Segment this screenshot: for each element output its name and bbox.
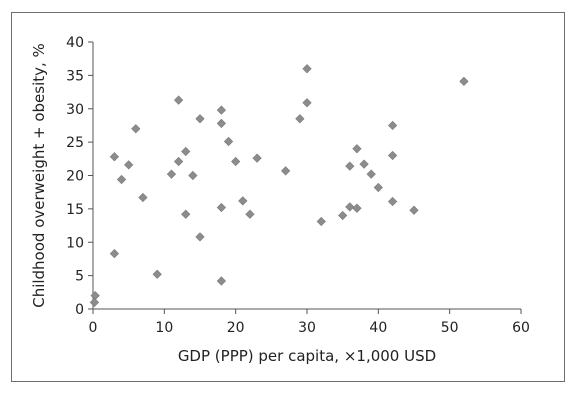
y-tick-label: 0 xyxy=(75,302,84,318)
data-point xyxy=(302,64,312,74)
data-point xyxy=(252,153,262,163)
tick-labels: 0 5 10 15 20 25 30 35 40 0 10 20 30 40 50 60 xyxy=(66,35,530,336)
x-axis-title: GDP (PPP) per capita, ×1,000 USD xyxy=(178,347,436,365)
axes xyxy=(88,41,522,314)
data-point xyxy=(409,205,419,215)
data-point xyxy=(173,95,184,105)
x-tick-label: 40 xyxy=(369,320,387,336)
data-point xyxy=(131,124,141,134)
data-point xyxy=(245,209,255,219)
data-point xyxy=(352,144,362,154)
data-point xyxy=(216,276,227,286)
data-point xyxy=(181,146,191,157)
data-point xyxy=(173,156,184,167)
data-point xyxy=(89,297,100,307)
data-point xyxy=(181,209,191,219)
data-point xyxy=(280,166,291,176)
y-tick-label: 20 xyxy=(66,169,84,185)
data-point xyxy=(238,196,248,206)
data-point xyxy=(373,182,383,193)
chart-frame xyxy=(11,12,565,382)
x-tick-label: 0 xyxy=(89,320,98,336)
y-tick-label: 30 xyxy=(66,102,84,118)
y-tick-label: 5 xyxy=(75,269,84,285)
y-tick-label: 35 xyxy=(66,68,84,84)
data-point xyxy=(387,120,398,131)
data-point xyxy=(295,114,305,124)
y-tick-label: 10 xyxy=(66,235,84,251)
data-point xyxy=(166,169,177,179)
data-point xyxy=(138,192,148,203)
data-point xyxy=(124,160,134,170)
data-point xyxy=(359,159,369,169)
data-point xyxy=(352,203,362,213)
y-tick-label: 40 xyxy=(66,35,84,51)
data-point xyxy=(216,202,227,213)
data-point xyxy=(152,269,162,279)
y-tick-label: 25 xyxy=(66,135,84,151)
data-points xyxy=(89,64,469,307)
y-axis-title: Childhood overweight + obesity, % xyxy=(30,43,48,308)
data-point xyxy=(302,98,312,108)
y-tick-label: 15 xyxy=(66,202,84,218)
data-point xyxy=(216,118,227,129)
data-point xyxy=(366,169,376,179)
data-point xyxy=(188,170,198,181)
data-point xyxy=(316,216,326,227)
data-point xyxy=(223,136,234,147)
data-point xyxy=(231,156,241,167)
data-point xyxy=(387,196,398,207)
data-point xyxy=(459,76,469,87)
data-point xyxy=(345,161,355,171)
x-tick-label: 20 xyxy=(227,320,245,336)
data-point xyxy=(116,174,127,185)
x-tick-label: 30 xyxy=(298,320,316,336)
data-point xyxy=(195,232,205,242)
data-point xyxy=(216,105,227,115)
data-point xyxy=(345,202,355,212)
x-tick-label: 50 xyxy=(441,320,459,336)
data-point xyxy=(109,152,120,162)
data-point xyxy=(387,150,398,161)
data-point xyxy=(338,210,348,221)
data-point xyxy=(195,114,205,124)
x-tick-label: 10 xyxy=(155,320,173,336)
x-tick-label: 60 xyxy=(512,320,530,336)
data-point xyxy=(109,248,120,259)
